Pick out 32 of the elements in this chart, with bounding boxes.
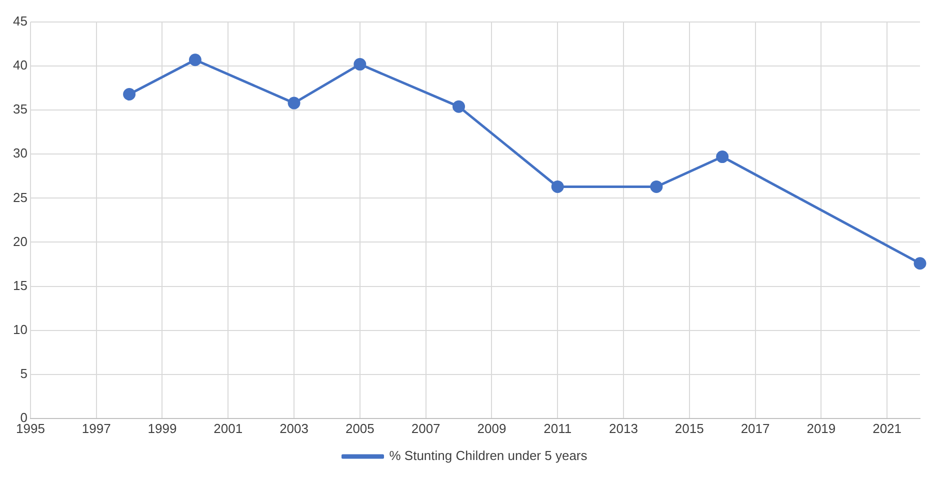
x-tick-label: 2001 [214,420,243,436]
point [354,58,366,71]
point [650,180,663,193]
point [188,54,202,66]
point [123,88,136,100]
x-tick-label: 2005 [345,420,374,436]
x-tick-label: 2015 [674,420,704,436]
x-tick-label: 2017 [740,420,770,436]
x-tick-label: 2003 [280,420,308,436]
y-tick-label: 10 [12,322,28,337]
x-tick-label: 2009 [477,420,506,436]
y-tick-label: 5 [20,366,28,381]
point [452,100,466,113]
point [551,180,564,193]
y-tick-label: 15 [12,278,28,293]
x-tick-label: 2019 [806,420,836,436]
x-tick-label: 2011 [544,420,572,436]
x-tick-label: 2013 [609,420,638,436]
legend-label: % Stunting Children under 5 years [389,448,588,464]
x-tick-label: 1999 [148,420,177,436]
x-tick-label: 2021 [872,420,902,436]
x-tick-label: 2007 [411,420,440,436]
y-tick-label: 40 [12,58,28,73]
x-tick-label: 1997 [82,420,111,436]
y-tick-label: 25 [12,190,28,205]
y-tick-label: 35 [12,102,28,117]
y-tick-label: 20 [12,234,28,249]
point [716,150,729,164]
y-tick-label: 30 [12,146,28,161]
point [288,96,300,110]
point [914,257,926,270]
y-tick-label: 45 [12,14,28,29]
